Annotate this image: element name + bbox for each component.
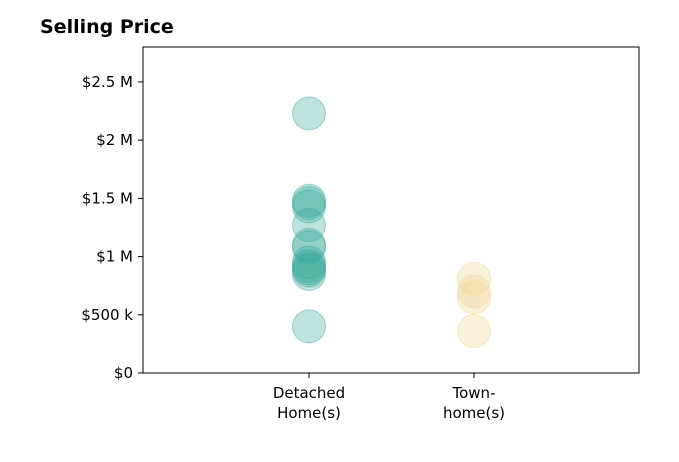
point-0-10 xyxy=(292,253,326,288)
x-tick-label-1-line2: home(s) xyxy=(443,404,505,422)
point-0-9 xyxy=(292,251,326,286)
x-axis: Detached Home(s) Town-home(s) xyxy=(273,373,505,422)
point-0-8 xyxy=(292,248,326,283)
point-1-3 xyxy=(457,314,491,349)
x-tick-label-1-line1: Town- xyxy=(452,384,496,402)
plot-frame xyxy=(142,46,640,374)
point-0-2 xyxy=(292,186,326,220)
x-tick-label-0-line1: Detached xyxy=(273,384,345,402)
point-0-12 xyxy=(292,309,326,344)
point-0-4 xyxy=(292,208,326,243)
y-tick-label-1: $500 k xyxy=(81,306,133,324)
point-1-1 xyxy=(457,274,491,309)
y-tick-label-2: $1 M xyxy=(96,248,133,266)
point-0-0 xyxy=(292,96,326,131)
y-tick-label-4: $2 M xyxy=(96,131,133,149)
point-0-11 xyxy=(292,257,326,291)
x-tick-label-0-line2: Home(s) xyxy=(277,404,341,422)
point-0-7 xyxy=(292,245,326,280)
data-points xyxy=(292,96,491,349)
point-0-5 xyxy=(292,227,326,262)
y-tick-label-5: $2.5 M xyxy=(82,73,133,91)
point-0-1 xyxy=(292,183,326,218)
point-1-0 xyxy=(457,261,491,296)
y-tick-label-3: $1.5 M xyxy=(82,189,133,207)
point-0-6 xyxy=(292,230,326,265)
y-axis: $0 $500 k $1 M $1.5 M $2 M $2.5 M xyxy=(81,73,143,382)
y-tick-label-0: $0 xyxy=(114,364,133,382)
chart-title: Selling Price xyxy=(40,16,174,38)
point-1-2 xyxy=(457,280,491,315)
point-0-3 xyxy=(292,189,326,224)
